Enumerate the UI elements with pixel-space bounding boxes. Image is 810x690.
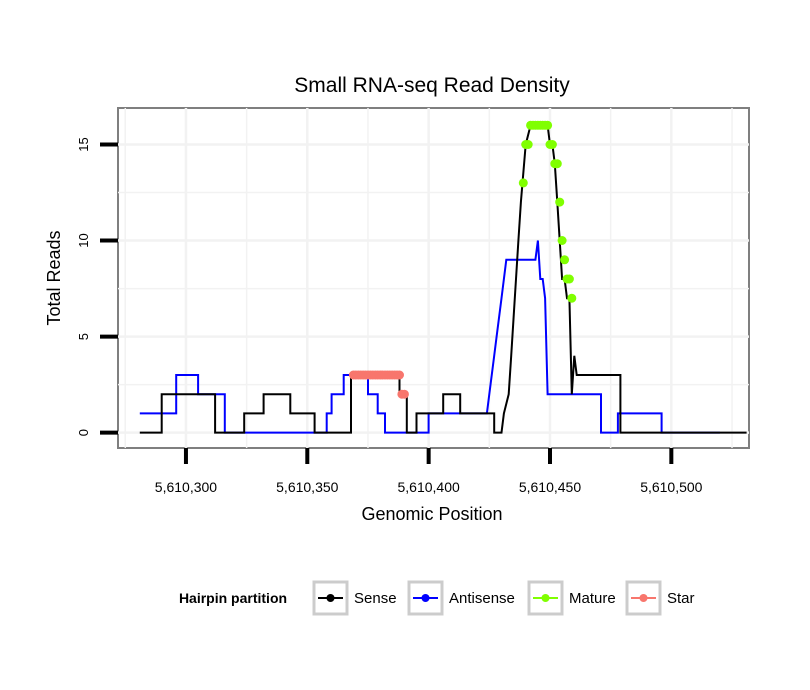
legend-item-antisense: Antisense — [407, 580, 515, 616]
series-mature-point — [518, 178, 528, 188]
legend-label-sense: Sense — [354, 590, 397, 607]
x-tick-label: 5,610,500 — [640, 479, 702, 495]
x-tick-label: 5,610,400 — [397, 479, 459, 495]
legend-label-mature: Mature — [569, 590, 616, 607]
legend-label-antisense: Antisense — [449, 590, 515, 607]
series-mature-point — [552, 159, 562, 169]
series-sense-line — [139, 124, 747, 434]
y-axis-label: Total Reads — [44, 230, 64, 325]
series-mature-point — [560, 255, 570, 265]
legend-marker-star — [639, 594, 648, 602]
x-axis: 5,610,300 5,610,350 5,610,400 5,610,450 5,61… — [155, 448, 703, 495]
plot-panel — [117, 107, 750, 449]
series-mature-point — [557, 236, 567, 245]
legend-item-mature: Mature — [527, 580, 616, 616]
series-mature-point — [543, 120, 553, 130]
series-star-point — [395, 370, 404, 380]
series-mature-point — [564, 274, 574, 284]
y-axis: 0 5 10 15 — [76, 137, 118, 436]
series-mature-point — [547, 140, 557, 149]
series-antisense-line — [139, 240, 720, 434]
x-axis-label: Genomic Position — [361, 504, 502, 524]
series-mature-point — [555, 197, 565, 207]
legend-marker-mature — [541, 594, 550, 602]
y-tick-label: 5 — [76, 333, 91, 340]
series-mature-point — [523, 140, 533, 149]
y-tick-label: 10 — [76, 233, 91, 247]
legend-item-sense: Sense — [312, 580, 397, 616]
series-star-point — [399, 389, 409, 399]
x-tick-label: 5,610,450 — [519, 479, 581, 495]
y-tick-label: 0 — [76, 429, 91, 436]
legend-items: Sense Antisense Mature Star — [312, 580, 695, 616]
legend-marker-sense — [326, 594, 335, 602]
legend: Hairpin partition Sense Antisense Mature St… — [179, 580, 695, 616]
series-layer — [139, 120, 747, 434]
legend-item-star: Star — [625, 580, 695, 616]
x-tick-label: 5,610,350 — [276, 479, 338, 495]
chart-title: Small RNA-seq Read Density — [294, 74, 570, 97]
x-tick-label: 5,610,300 — [155, 479, 217, 495]
legend-marker-antisense — [421, 594, 430, 602]
legend-title: Hairpin partition — [179, 590, 287, 606]
y-tick-label: 15 — [76, 137, 91, 151]
series-mature-point — [567, 293, 577, 303]
legend-label-star: Star — [667, 590, 695, 607]
